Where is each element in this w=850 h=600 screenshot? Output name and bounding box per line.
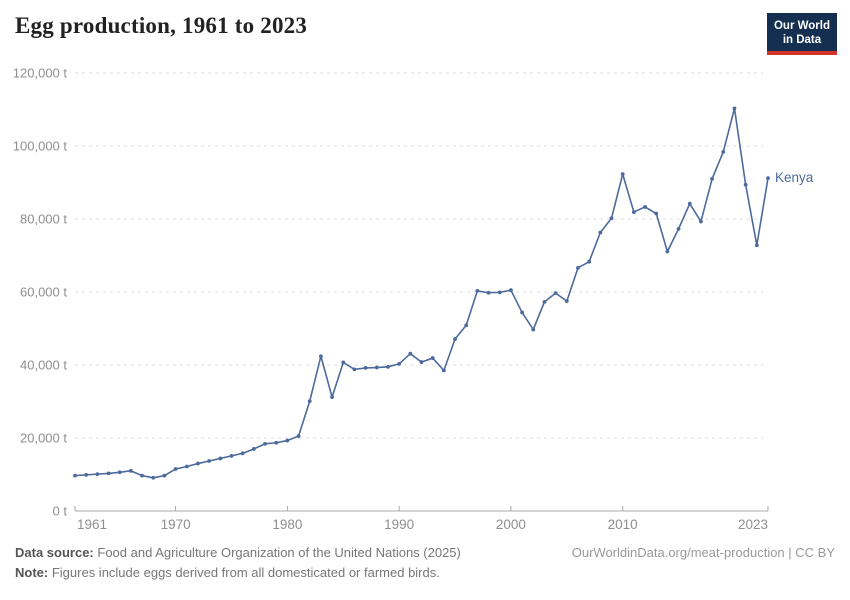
data-point[interactable] xyxy=(95,472,100,477)
x-axis-tick-label: 1961 xyxy=(77,517,107,532)
x-axis-tick-label: 1990 xyxy=(384,517,414,532)
data-point[interactable] xyxy=(542,299,547,304)
data-point[interactable] xyxy=(687,201,692,206)
data-point[interactable] xyxy=(531,327,536,332)
data-point[interactable] xyxy=(699,219,703,224)
x-axis-tick-label: 1970 xyxy=(161,517,191,532)
data-point[interactable] xyxy=(307,399,312,404)
data-point[interactable] xyxy=(251,447,256,451)
data-point[interactable] xyxy=(587,259,592,264)
x-axis-tick-label: 2023 xyxy=(738,517,768,532)
data-point[interactable] xyxy=(419,360,424,364)
data-point[interactable] xyxy=(218,456,223,461)
data-point[interactable] xyxy=(643,205,647,209)
owid-logo-line1: Our World xyxy=(773,20,830,32)
data-point[interactable] xyxy=(754,243,759,248)
data-point[interactable] xyxy=(665,249,670,254)
chart-title: Egg production, 1961 to 2023 xyxy=(15,13,308,38)
data-point[interactable] xyxy=(73,473,77,478)
note-label: Note: xyxy=(15,565,49,580)
data-point[interactable] xyxy=(397,362,402,366)
data-point[interactable] xyxy=(631,210,636,214)
data-point[interactable] xyxy=(330,395,334,400)
data-source-text: Food and Agriculture Organization of the… xyxy=(97,545,461,560)
data-point[interactable] xyxy=(151,475,156,480)
data-point[interactable] xyxy=(743,182,748,187)
data-point[interactable] xyxy=(352,367,357,372)
data-point[interactable] xyxy=(430,356,435,360)
owid-logo-line2: in Data xyxy=(782,34,822,46)
data-point[interactable] xyxy=(162,473,167,478)
owid-logo[interactable]: Our World in Data xyxy=(766,13,837,55)
data-point[interactable] xyxy=(117,470,122,475)
series-line-kenya[interactable] xyxy=(74,107,769,479)
data-point[interactable] xyxy=(497,290,502,295)
data-point[interactable] xyxy=(374,365,379,370)
y-axis-tick-label: 120,000 t xyxy=(13,66,68,81)
chart-footer: Data source: Food and Agriculture Organi… xyxy=(15,543,835,583)
data-point[interactable] xyxy=(128,468,133,473)
data-point[interactable] xyxy=(363,366,368,370)
data-point[interactable] xyxy=(319,354,323,359)
data-point[interactable] xyxy=(766,176,770,181)
data-point[interactable] xyxy=(196,461,200,466)
note-line: Note: Figures include eggs derived from … xyxy=(15,563,461,583)
y-axis-tick-label: 60,000 t xyxy=(20,285,67,300)
x-axis-tick-label: 2000 xyxy=(496,517,526,532)
data-point[interactable] xyxy=(520,310,524,315)
y-axis-tick-label: 0 t xyxy=(53,504,68,519)
data-point[interactable] xyxy=(106,471,111,476)
data-point[interactable] xyxy=(229,453,234,458)
data-point[interactable] xyxy=(464,323,469,328)
data-point[interactable] xyxy=(486,290,491,295)
data-point[interactable] xyxy=(184,464,189,469)
data-point[interactable] xyxy=(576,266,580,270)
owid-cc-link[interactable]: OurWorldinData.org/meat-production | CC … xyxy=(571,545,835,560)
chart-header: Egg production, 1961 to 2023 Our World i… xyxy=(15,13,837,55)
data-point[interactable] xyxy=(285,438,290,443)
data-point[interactable] xyxy=(553,291,558,295)
data-point[interactable] xyxy=(173,467,178,471)
data-point[interactable] xyxy=(654,211,659,216)
data-point[interactable] xyxy=(386,364,390,369)
x-axis-tick-label: 2010 xyxy=(608,517,638,532)
note-text: Figures include eggs derived from all do… xyxy=(51,565,440,580)
data-point[interactable] xyxy=(564,299,569,304)
data-point[interactable] xyxy=(441,368,446,373)
data-point[interactable] xyxy=(598,230,603,235)
data-point[interactable] xyxy=(408,351,413,356)
data-point[interactable] xyxy=(475,289,480,293)
data-point[interactable] xyxy=(274,440,279,445)
data-point[interactable] xyxy=(721,149,726,154)
y-axis-tick-label: 100,000 t xyxy=(13,139,68,154)
footer-notes: Data source: Food and Agriculture Organi… xyxy=(15,543,461,583)
y-axis-tick-label: 40,000 t xyxy=(20,358,67,373)
data-point[interactable] xyxy=(609,216,614,221)
data-point[interactable] xyxy=(140,473,144,478)
data-point[interactable] xyxy=(732,106,737,111)
data-point[interactable] xyxy=(710,176,715,181)
data-point[interactable] xyxy=(341,360,346,365)
data-point[interactable] xyxy=(296,434,301,439)
data-point[interactable] xyxy=(620,172,625,177)
data-point[interactable] xyxy=(240,451,245,456)
data-point[interactable] xyxy=(453,337,457,341)
series-label-kenya[interactable]: Kenya xyxy=(775,170,814,185)
data-point[interactable] xyxy=(207,459,212,463)
y-axis-tick-label: 20,000 t xyxy=(20,431,67,446)
data-point[interactable] xyxy=(676,226,681,231)
data-point[interactable] xyxy=(263,441,267,446)
data-source-label: Data source: xyxy=(15,545,94,560)
data-point[interactable] xyxy=(84,472,89,477)
y-axis-tick-label: 80,000 t xyxy=(20,212,67,227)
data-point[interactable] xyxy=(509,288,513,293)
data-source-line: Data source: Food and Agriculture Organi… xyxy=(15,543,461,563)
x-axis-tick-label: 1980 xyxy=(272,517,302,532)
